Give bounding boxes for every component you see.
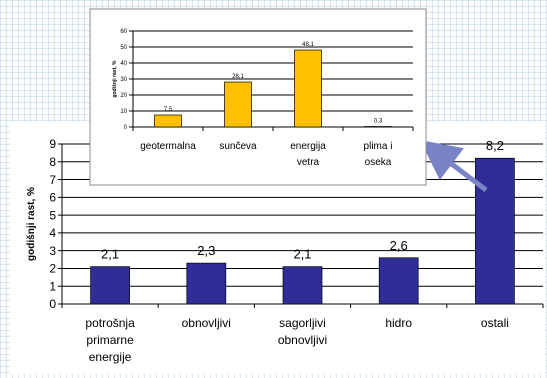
main-category-label: primarne <box>86 333 134 347</box>
inset-data-label: 28,1 <box>232 74 244 80</box>
main-y-axis-label: godišnji rast, % <box>26 187 37 261</box>
inset-data-label: 0,3 <box>374 119 383 125</box>
inset-category-label: geotermalna <box>140 141 196 152</box>
main-bar <box>378 257 419 305</box>
main-y-tick-label: 3 <box>49 244 56 258</box>
inset-y-tick-label: 20 <box>120 93 127 99</box>
inset-y-tick-label: 30 <box>120 77 127 83</box>
inset-chart: 0 10 20 30 40 50 60 7,5 geotermalna 28,1 sunčeva 48… <box>112 29 414 168</box>
pointer-arrow <box>420 139 488 192</box>
main-y-tick-label: 7 <box>49 173 56 187</box>
inset-category-label: sunčeva <box>219 141 257 152</box>
main-category-label: obnovljivi <box>182 316 231 330</box>
inset-y-tick-label: 60 <box>120 29 127 35</box>
main-category-label: hidro <box>385 316 412 330</box>
inset-y-tick-label: 10 <box>120 109 127 115</box>
inset-bar <box>294 49 322 128</box>
main-y-tick-label: 2 <box>49 262 56 276</box>
main-bar <box>186 262 227 305</box>
inset-y-axis-label: godišnji rast, % <box>112 60 118 98</box>
main-category-label: sagorljivi <box>279 316 326 330</box>
main-y-tick-label: 8 <box>49 155 56 169</box>
main-y-tick-label: 6 <box>49 191 56 205</box>
main-bar <box>475 157 515 305</box>
main-y-tick-label: 9 <box>49 137 56 151</box>
inset-chart-panel <box>89 8 427 186</box>
inset-y-tick-label: 50 <box>120 45 127 51</box>
main-bar <box>90 266 130 305</box>
main-data-label: 8,2 <box>486 138 504 153</box>
main-y-tick-label: 1 <box>49 279 56 293</box>
inset-category-label: vetra <box>297 157 320 168</box>
main-category-label: potrošnja <box>85 316 135 330</box>
inset-data-label: 7,5 <box>164 107 173 113</box>
inset-bar <box>154 114 182 128</box>
inset-category-label: energija <box>290 141 326 152</box>
main-data-label: 2,6 <box>390 238 408 253</box>
inset-bar <box>224 81 252 128</box>
main-category-label: obnovljivi <box>278 333 327 347</box>
main-category-label: energije <box>89 350 132 364</box>
inset-category-label: plima i <box>364 141 393 152</box>
main-data-label: 2,1 <box>101 247 119 262</box>
main-y-tick-label: 5 <box>49 208 56 222</box>
main-y-tick-label: 4 <box>49 226 56 240</box>
main-category-label: ostali <box>481 316 509 330</box>
inset-y-tick-label: 0 <box>124 125 128 131</box>
inset-category-label: oseka <box>365 157 392 168</box>
inset-data-label: 48,1 <box>302 42 314 48</box>
main-data-label: 2,3 <box>197 243 215 258</box>
main-bar <box>282 266 323 305</box>
inset-y-tick-label: 40 <box>120 61 127 67</box>
main-data-label: 2,1 <box>293 247 311 262</box>
main-y-tick-label: 0 <box>49 297 56 311</box>
